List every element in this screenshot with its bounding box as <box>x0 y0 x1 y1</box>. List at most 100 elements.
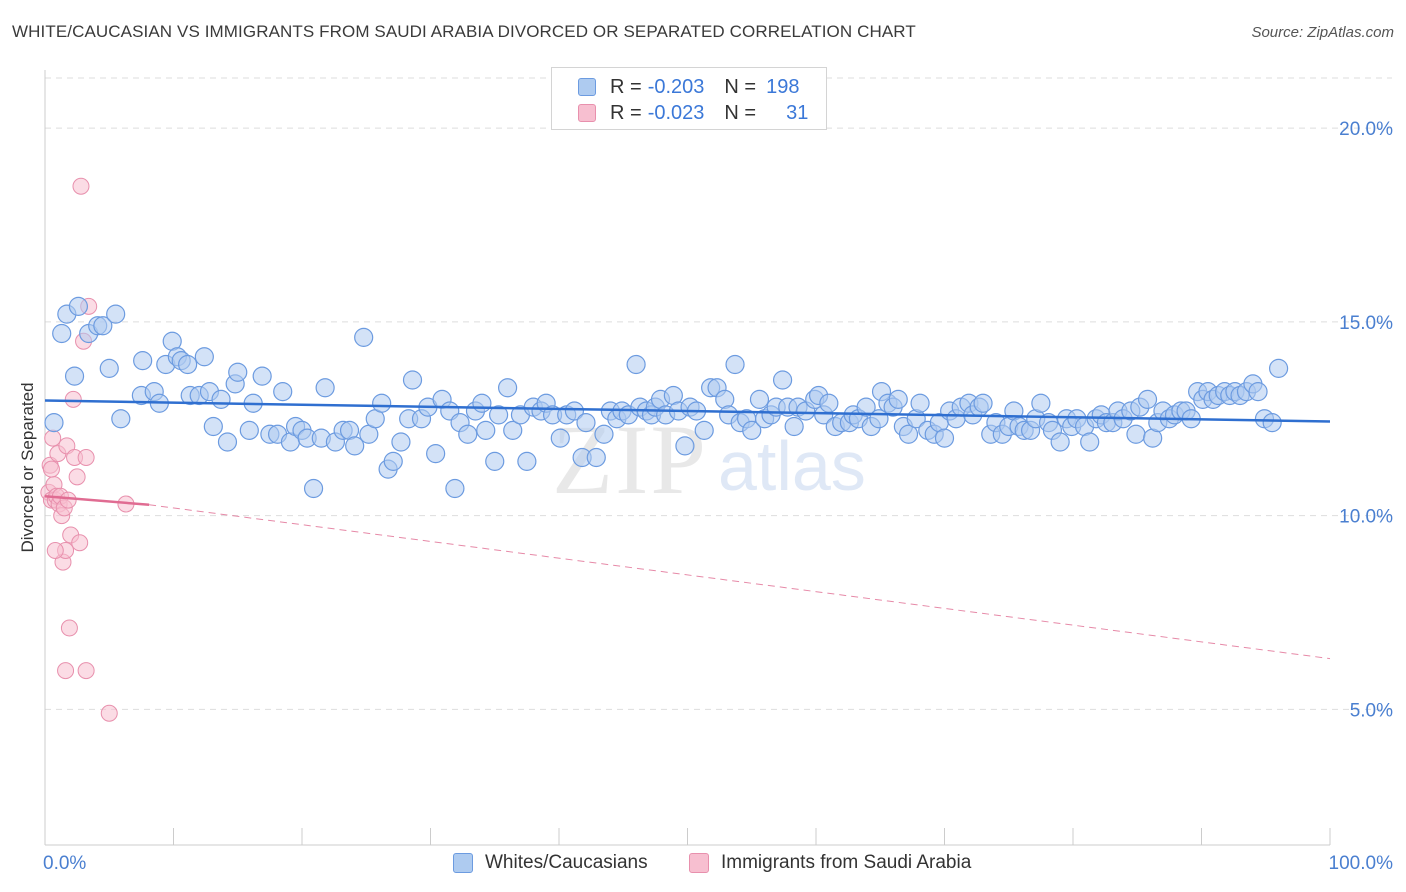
data-point-whites <box>749 389 770 409</box>
data-point-saudi <box>57 662 75 680</box>
data-point-whites <box>517 451 537 471</box>
data-point-whites <box>910 393 930 413</box>
data-point-whites <box>576 413 596 433</box>
watermark-atlas: atlas <box>718 427 866 505</box>
data-point-whites <box>345 436 365 456</box>
y-tick-label: 20.0% <box>1339 119 1393 140</box>
data-point-whites <box>111 409 131 429</box>
data-point-whites <box>1050 432 1070 452</box>
data-point-whites <box>898 424 919 444</box>
data-point-whites <box>888 389 908 409</box>
legend-r-label: R = <box>610 101 642 124</box>
legend-item-whites: Whites/Caucasians <box>453 852 648 874</box>
data-point-whites <box>52 323 72 344</box>
data-point-whites <box>1080 432 1100 452</box>
data-point-whites <box>93 316 113 336</box>
data-point-whites <box>133 351 153 371</box>
data-point-whites <box>178 354 198 375</box>
data-point-whites <box>106 304 126 324</box>
data-point-whites <box>489 405 509 425</box>
data-point-saudi <box>44 429 62 447</box>
data-point-whites <box>934 428 955 448</box>
data-point-whites <box>503 420 523 440</box>
trend-line-whites <box>44 399 1331 423</box>
data-point-whites <box>217 432 238 452</box>
y-tick-label: 10.0% <box>1339 507 1393 528</box>
data-point-whites <box>64 366 85 386</box>
legend-n-label: N = <box>724 75 757 98</box>
correlation-legend: R = -0.203 N = 198 R = -0.023 N = 31 <box>551 67 827 130</box>
data-point-whites <box>303 478 324 499</box>
legend-label-saudi: Immigrants from Saudi Arabia <box>721 852 972 873</box>
legend-n-value: 198 <box>766 75 800 98</box>
trend-lines <box>44 399 1331 660</box>
data-point-whites <box>1126 424 1146 444</box>
data-point-saudi <box>42 460 60 478</box>
chart-source: Source: ZipAtlas.com <box>1251 24 1394 41</box>
legend-label-whites: Whites/Caucasians <box>485 852 648 873</box>
data-point-whites <box>476 420 496 440</box>
data-point-whites <box>784 416 804 437</box>
legend-swatch-blue <box>453 853 473 873</box>
legend-row-saudi: R = -0.023 N = 31 <box>578 100 808 126</box>
data-point-whites <box>742 420 762 440</box>
data-point-whites <box>564 401 585 421</box>
data-point-whites <box>626 354 646 375</box>
data-point-whites <box>194 347 214 367</box>
series-whites-points <box>44 296 1289 499</box>
data-point-whites <box>819 393 839 413</box>
data-point-whites <box>383 451 403 471</box>
data-point-whites <box>856 397 876 417</box>
legend-r-value: -0.023 <box>647 101 705 124</box>
data-point-whites <box>973 393 993 413</box>
data-point-saudi <box>64 390 82 408</box>
series-saudi-arabia-points <box>40 177 135 722</box>
chart-title: WHITE/CAUCASIAN VS IMMIGRANTS FROM SAUDI… <box>12 22 916 41</box>
data-point-saudi <box>77 662 95 680</box>
data-point-whites <box>203 416 223 437</box>
data-point-whites <box>315 378 335 398</box>
legend-row-whites: R = -0.203 N = 198 <box>578 74 799 100</box>
data-point-whites <box>1248 382 1268 402</box>
data-point-whites <box>594 424 614 444</box>
data-point-whites <box>44 413 64 433</box>
data-point-whites <box>675 436 695 456</box>
data-point-whites <box>426 444 446 464</box>
data-point-saudi <box>77 449 95 466</box>
data-point-whites <box>402 370 423 390</box>
data-point-whites <box>273 382 293 402</box>
data-point-whites <box>372 393 392 413</box>
data-point-whites <box>68 296 89 316</box>
data-point-whites <box>472 393 492 413</box>
legend-n-value: 31 <box>786 101 809 124</box>
data-point-whites <box>354 327 374 347</box>
data-point-whites <box>458 424 478 444</box>
data-point-saudi <box>71 534 89 552</box>
tick-labels: 5.0% 10.0% 15.0% 20.0% 0.0% 100.0% Divorced or… <box>18 119 1393 874</box>
trend-line-saudi <box>44 495 150 507</box>
legend-n-label: N = <box>724 101 757 124</box>
x-tick-label: 100.0% <box>1329 853 1394 874</box>
data-point-whites <box>772 370 793 390</box>
y-tick-label: 5.0% <box>1350 700 1393 721</box>
y-tick-label: 15.0% <box>1339 313 1393 334</box>
legend-swatch-blue <box>578 78 596 96</box>
legend-r-label: R = <box>610 75 642 98</box>
data-point-saudi <box>72 177 90 195</box>
data-point-whites <box>228 362 248 382</box>
axes <box>44 70 1331 846</box>
data-point-whites <box>485 451 505 471</box>
data-point-whites <box>239 420 259 440</box>
data-point-whites <box>725 354 745 375</box>
data-point-whites <box>1268 358 1289 378</box>
data-point-whites <box>586 447 606 468</box>
data-point-whites <box>498 378 518 398</box>
legend-swatch-pink <box>689 853 709 873</box>
data-point-saudi <box>46 542 64 559</box>
data-point-saudi <box>100 704 118 722</box>
data-point-saudi <box>59 491 77 509</box>
data-point-saudi <box>68 468 86 486</box>
x-tick-label: 0.0% <box>43 853 86 874</box>
trend-line-saudi-extension <box>149 504 1331 660</box>
